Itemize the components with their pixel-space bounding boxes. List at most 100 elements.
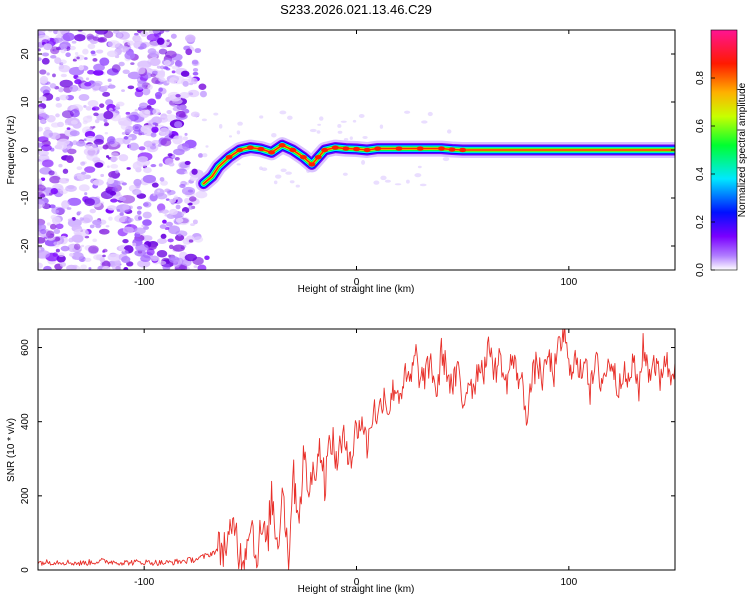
noise-blob [56,141,64,146]
noise-blob [134,227,146,235]
spectrogram-xlabel: Height of straight line (km) [298,284,415,295]
spectrogram-y-tick-label: -10 [20,190,31,205]
noise-blob [160,180,168,186]
noise-blob [66,207,72,210]
snr-plot-area [38,329,675,570]
snr-series-line [38,329,675,570]
noise-blob [132,188,142,196]
noise-blob [100,173,105,177]
noise-blob [133,32,139,36]
noise-blob [107,40,121,48]
noise-blob [53,228,61,235]
colorbar: 0.0 0.2 0.4 0.6 0.8 Normalized spectral ampl… [695,29,748,277]
noise-blob [107,84,116,89]
noise-blob [172,98,183,105]
noise-blob [156,238,168,245]
noise-blob [92,58,98,62]
noise-blob [54,57,62,64]
noise-blob [86,33,94,40]
noise-blob [149,50,160,58]
noise-blob [48,192,53,196]
noise-blob [65,52,71,58]
noise-blob [151,182,159,188]
noise-blob [128,142,139,151]
noise-blob [193,265,198,268]
noise-blob [156,65,161,69]
noise-blob [74,79,82,85]
noise-blob [85,106,92,111]
noise-blob [152,193,156,196]
noise-blob [83,104,87,108]
noise-blob [72,264,78,268]
noise-blob [39,96,47,102]
noise-blob [149,193,158,202]
noise-blob [135,243,149,252]
noise-blob [280,168,287,173]
noise-blob [144,109,151,115]
noise-blob [41,119,46,123]
noise-blob [69,130,80,137]
noise-blob [352,119,357,123]
noise-blob [319,116,324,121]
noise-blob [135,37,143,43]
noise-blob [41,57,50,65]
noise-blob [158,87,163,92]
ridge-hotspot [268,150,276,155]
noise-blob [114,214,128,223]
noise-blob [173,195,179,200]
noise-blob [81,244,85,248]
noise-blob [38,262,43,269]
noise-blob [125,111,131,115]
noise-blob [67,197,82,206]
noise-blob [80,264,87,270]
noise-blob [41,52,50,57]
noise-blob [187,89,200,98]
noise-blob [62,30,68,34]
noise-blob [172,135,183,145]
noise-blob [55,113,60,118]
noise-blob [158,48,168,55]
noise-blob [102,248,108,253]
snr-x-tick-label: -100 [134,577,154,588]
noise-blob [150,132,157,138]
noise-blob [94,162,104,168]
spectrogram-y-tick-label: 20 [20,48,31,60]
noise-blob [39,75,49,84]
noise-blob [188,92,194,96]
noise-blob [134,182,141,189]
noise-blob [110,156,117,163]
noise-blob [73,243,81,250]
noise-blob [87,69,95,75]
noise-blob [124,217,132,224]
noise-blob [380,175,387,181]
noise-blob [93,112,99,117]
snr-ylabel: SNR (10 * v/v) [6,418,17,482]
spectrogram-y-tick-label: 0 [20,147,31,153]
ridge-hotspot [289,147,297,153]
noise-blob [59,94,69,101]
noise-blob [111,264,122,270]
noise-blob [43,129,54,138]
figure-title: S233.2026.021.13.46.C29 [280,2,432,17]
ridge-hotspot [416,146,424,151]
noise-blob [43,43,53,51]
noise-blob [165,221,174,227]
noise-blob [172,244,185,252]
noise-blob [174,234,185,241]
noise-blob [65,185,77,192]
noise-blob [179,104,187,111]
noise-blob [185,48,193,56]
ridge-hotspot [459,147,467,153]
snr-x-tick-label: 0 [354,577,360,588]
noise-blob [152,30,161,34]
noise-blob [142,235,153,242]
noise-blob [150,73,156,78]
noise-blob [74,51,79,56]
noise-blob [190,223,195,227]
spectrogram-y-tick-label: 10 [20,96,31,108]
noise-blob [275,174,282,179]
noise-blob [38,237,46,244]
noise-blob [114,137,126,145]
noise-blob [55,248,60,253]
